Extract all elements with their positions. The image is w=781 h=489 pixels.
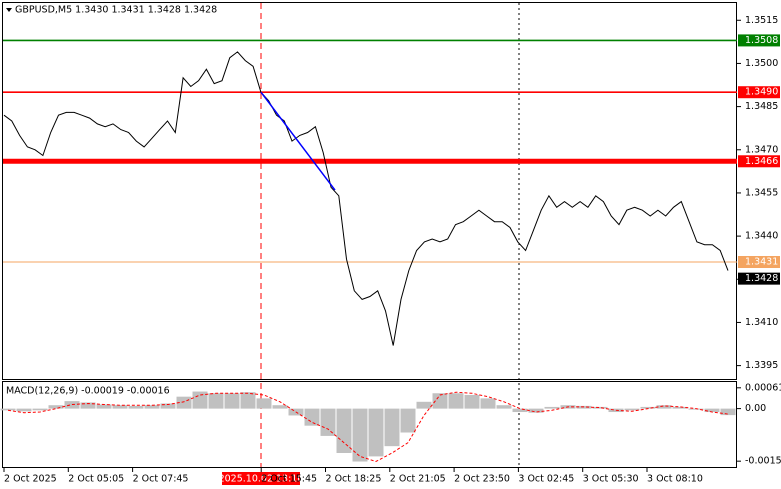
macd-bar bbox=[0, 408, 16, 411]
macd-bar bbox=[352, 408, 368, 462]
macd-bar bbox=[480, 398, 496, 409]
macd-bar bbox=[688, 408, 704, 410]
macd-bar bbox=[528, 408, 544, 413]
macd-bar bbox=[432, 393, 448, 409]
macd-bar bbox=[224, 393, 240, 409]
x-tick-label: 2 Oct 21:05 bbox=[390, 474, 446, 485]
macd-bar bbox=[464, 394, 480, 409]
macd-bar bbox=[256, 398, 272, 409]
menu-arrow[interactable] bbox=[6, 8, 12, 12]
x-tick-label: 3 Oct 02:45 bbox=[518, 474, 574, 485]
last-price-label-box bbox=[738, 272, 780, 285]
main-frame bbox=[2, 2, 737, 380]
y-tick-label: 1.3485 bbox=[745, 101, 778, 112]
macd-bar bbox=[48, 405, 64, 409]
y-tick-label: -0.00154 bbox=[745, 456, 781, 467]
macd-bar bbox=[544, 406, 560, 409]
x-tick-label: 2 Oct 07:45 bbox=[133, 474, 189, 485]
x-tick-label: 3 Oct 05:30 bbox=[583, 474, 639, 485]
level-label: 1.3431 bbox=[745, 257, 778, 268]
macd-bar bbox=[656, 405, 672, 409]
macd-bar bbox=[368, 408, 384, 457]
signal-line bbox=[7, 391, 729, 463]
macd-bar bbox=[624, 408, 640, 411]
macd-bar bbox=[416, 401, 432, 409]
y-tick-label: 1.3470 bbox=[745, 144, 778, 155]
level-label-box bbox=[738, 86, 780, 99]
macd-bar bbox=[336, 408, 352, 453]
level-label-box bbox=[738, 34, 780, 47]
macd-title: MACD(12,26,9) -0.00019 -0.00016 bbox=[6, 386, 170, 397]
level-label: 1.3490 bbox=[745, 87, 778, 98]
x-tick-label: 2 Oct 2025 bbox=[4, 474, 57, 485]
macd-bar bbox=[80, 402, 96, 409]
macd-frame bbox=[2, 381, 737, 468]
x-tick-label: 2 Oct 23:50 bbox=[454, 474, 510, 485]
x-tick-label: 2 Oct 18:25 bbox=[326, 474, 382, 485]
macd-bar bbox=[128, 405, 144, 409]
crosshair-box bbox=[222, 472, 300, 485]
level-label: 1.3466 bbox=[745, 156, 778, 167]
macd-bar bbox=[208, 393, 224, 409]
x-tick-label: 3 Oct 08:10 bbox=[647, 474, 703, 485]
macd-bar bbox=[720, 408, 736, 416]
macd-bar bbox=[448, 393, 464, 409]
macd-bar bbox=[96, 404, 112, 409]
x-tick-label: 2 Oct 05:05 bbox=[68, 474, 124, 485]
macd-bar bbox=[32, 408, 48, 411]
macd-bar bbox=[112, 405, 128, 409]
level-label-box bbox=[738, 155, 780, 168]
macd-bar bbox=[16, 408, 32, 412]
macd-bar bbox=[640, 406, 656, 409]
level-label: 1.3508 bbox=[745, 35, 778, 46]
macd-bar bbox=[384, 408, 400, 447]
macd-bar bbox=[512, 408, 528, 413]
macd-bar bbox=[144, 405, 160, 409]
y-tick-label: 1.3440 bbox=[745, 231, 778, 242]
price-line bbox=[3, 51, 729, 346]
level-label-box bbox=[738, 256, 780, 269]
macd-bar bbox=[304, 408, 320, 426]
y-tick-label: 1.3395 bbox=[745, 360, 778, 371]
y-tick-label: 1.3455 bbox=[745, 187, 778, 198]
macd-bar bbox=[160, 403, 176, 409]
crosshair-label: 2025.10.02 13:10 bbox=[219, 474, 304, 485]
y-tick-label: 0.00 bbox=[745, 403, 766, 414]
last-price-label: 1.3428 bbox=[745, 273, 778, 284]
chart-title: GBPUSD,M5 1.3430 1.3431 1.3428 1.3428 bbox=[15, 5, 217, 16]
x-tick-label: 2 Oct 15:45 bbox=[261, 474, 317, 485]
macd-bar bbox=[64, 401, 80, 409]
macd-bar bbox=[240, 392, 256, 409]
macd-bar bbox=[704, 408, 720, 413]
y-tick-label: 1.3500 bbox=[745, 58, 778, 69]
macd-bar bbox=[496, 405, 512, 409]
macd-bar bbox=[320, 408, 336, 436]
macd-bar bbox=[672, 406, 688, 409]
macd-bar bbox=[272, 405, 288, 409]
trendline bbox=[260, 91, 336, 191]
y-tick-label: 1.3410 bbox=[745, 317, 778, 328]
y-tick-label: 0.00061 bbox=[745, 382, 781, 393]
macd-bar bbox=[400, 408, 416, 433]
y-tick-label: 1.3515 bbox=[745, 15, 778, 26]
macd-bar bbox=[192, 391, 208, 409]
macd-bar bbox=[176, 396, 192, 409]
macd-bar bbox=[592, 406, 608, 409]
